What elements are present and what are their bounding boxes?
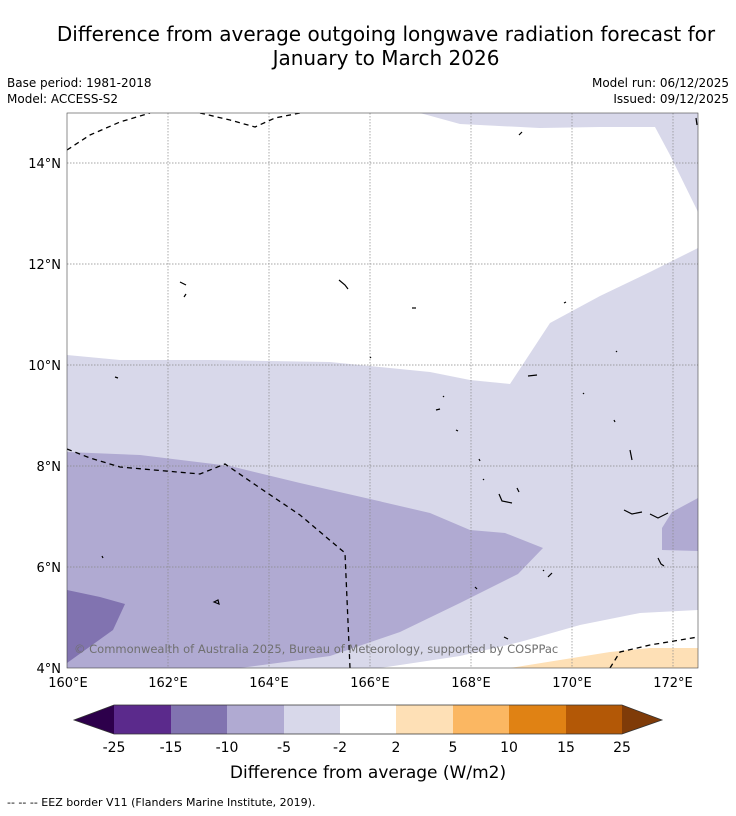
- lon-label: 172°E: [653, 676, 693, 691]
- eez-legend-note: -- -- -- EEZ border V11 (Flanders Marine…: [7, 796, 316, 809]
- title-line-1: Difference from average outgoing longwav…: [56, 22, 716, 46]
- issued-date: Issued: 09/12/2025: [613, 92, 729, 106]
- map-fill-layer: [67, 113, 698, 668]
- colorbar-swatch: [284, 705, 340, 734]
- colorbar-tick: -25: [103, 740, 126, 756]
- colorbar-tick: 10: [500, 740, 518, 756]
- colorbar-tick: 2: [392, 740, 401, 756]
- model-name: Model: ACCESS-S2: [7, 92, 119, 106]
- lat-label: 4°N: [37, 662, 62, 677]
- colorbar-max-arrow: [622, 705, 662, 734]
- lat-label: 12°N: [28, 258, 61, 273]
- lat-labels: 14°N 12°N 10°N 8°N 6°N 4°N: [28, 157, 61, 677]
- colorbar-tick: 5: [449, 740, 458, 756]
- islands: [101, 117, 698, 640]
- region-light-orange: [510, 648, 698, 668]
- colorbar-swatch: [396, 705, 453, 734]
- meta-right: Model run: 06/12/2025 Issued: 09/12/2025: [592, 75, 729, 107]
- colorbar-tick: 25: [613, 740, 631, 756]
- colorbar-swatch: [171, 705, 227, 734]
- lat-label: 8°N: [37, 460, 62, 475]
- lon-label: 170°E: [552, 676, 592, 691]
- lon-label: 160°E: [48, 676, 88, 691]
- lon-label: 168°E: [451, 676, 491, 691]
- meta-left: Base period: 1981-2018 Model: ACCESS-S2: [7, 75, 152, 107]
- copyright-notice: © Commonwealth of Australia 2025, Bureau…: [74, 642, 558, 656]
- lon-label: 162°E: [148, 676, 188, 691]
- colorbar-tick: -2: [333, 740, 347, 756]
- colorbar-tick: -15: [160, 740, 183, 756]
- colorbar-tick: -5: [277, 740, 291, 756]
- lat-label: 6°N: [37, 561, 62, 576]
- colorbar-swatch: [340, 705, 396, 734]
- lat-label: 14°N: [28, 157, 61, 172]
- colorbar-tick: -10: [216, 740, 239, 756]
- colorbar-swatch: [227, 705, 284, 734]
- gridlines: [67, 113, 698, 668]
- base-period: Base period: 1981-2018: [7, 76, 152, 90]
- colorbar-ticks: -25 -15 -10 -5 -2 2 5 10 15 25: [103, 740, 631, 756]
- region-dark-purple: [67, 590, 125, 663]
- forecast-map: © Commonwealth of Australia 2025, Bureau…: [28, 112, 699, 783]
- colorbar-swatch: [114, 705, 171, 734]
- chart-title: Difference from average outgoing longwav…: [0, 22, 736, 70]
- colorbar-tick: 15: [557, 740, 575, 756]
- colorbar-swatch: [453, 705, 509, 734]
- model-run: Model run: 06/12/2025: [591, 76, 729, 90]
- colorbar-label: Difference from average (W/m2): [230, 763, 506, 783]
- title-line-2: January to March 2026: [272, 46, 500, 70]
- lon-labels: 160°E 162°E 164°E 166°E 168°E 170°E 172°…: [48, 676, 693, 691]
- region-medium-purple: [67, 452, 543, 668]
- colorbar-min-arrow: [74, 705, 114, 734]
- map-frame: [66, 112, 699, 669]
- region-medium-purple-east: [662, 498, 698, 551]
- lon-label: 166°E: [350, 676, 390, 691]
- lon-label: 164°E: [249, 676, 289, 691]
- lat-label: 10°N: [28, 359, 61, 374]
- eez-borders: [67, 113, 698, 668]
- colorbar-swatch: [509, 705, 566, 734]
- colorbar: [72, 704, 664, 735]
- region-light-north: [420, 113, 698, 212]
- colorbar-swatch: [566, 705, 622, 734]
- colorbar-outline: [72, 704, 664, 735]
